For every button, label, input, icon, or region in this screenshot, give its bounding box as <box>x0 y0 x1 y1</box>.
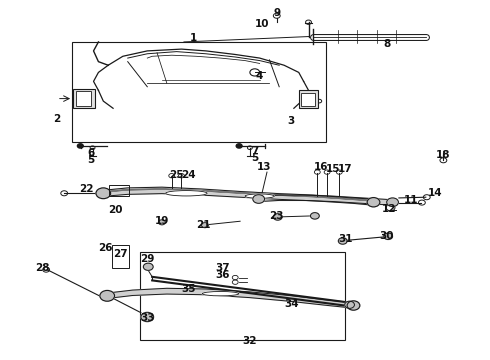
Text: 7: 7 <box>251 146 258 156</box>
Circle shape <box>384 233 392 239</box>
Ellipse shape <box>166 190 207 196</box>
Text: 8: 8 <box>383 39 391 49</box>
Circle shape <box>347 301 360 310</box>
Circle shape <box>141 312 154 321</box>
Text: 25: 25 <box>170 170 184 180</box>
Polygon shape <box>260 195 392 205</box>
Bar <box>112 244 129 268</box>
Circle shape <box>311 213 319 219</box>
Text: 33: 33 <box>140 313 154 323</box>
Circle shape <box>367 198 380 207</box>
Text: 4: 4 <box>256 71 263 81</box>
Circle shape <box>338 238 347 244</box>
Circle shape <box>387 198 398 207</box>
Text: 5: 5 <box>251 153 258 163</box>
Text: 9: 9 <box>273 8 280 18</box>
Text: 34: 34 <box>284 299 299 309</box>
Circle shape <box>96 188 111 199</box>
Bar <box>73 89 95 108</box>
Text: 5: 5 <box>87 155 95 165</box>
Text: 31: 31 <box>338 234 352 244</box>
Text: 15: 15 <box>326 164 340 174</box>
Text: 30: 30 <box>379 231 394 240</box>
Text: 19: 19 <box>155 216 169 226</box>
Text: 16: 16 <box>314 162 328 172</box>
Ellipse shape <box>202 292 239 296</box>
Text: 11: 11 <box>404 195 418 205</box>
Text: 35: 35 <box>182 284 196 294</box>
Polygon shape <box>106 187 372 205</box>
Text: 17: 17 <box>338 164 352 174</box>
Circle shape <box>201 223 208 228</box>
Text: 3: 3 <box>288 116 295 126</box>
Circle shape <box>77 144 83 148</box>
Bar <box>299 90 318 108</box>
Polygon shape <box>108 288 352 308</box>
Circle shape <box>159 220 165 225</box>
Ellipse shape <box>245 194 274 198</box>
Text: 29: 29 <box>140 254 154 264</box>
Text: 18: 18 <box>436 150 450 160</box>
Text: 20: 20 <box>108 206 123 216</box>
Text: 32: 32 <box>243 336 257 346</box>
Text: 14: 14 <box>428 188 443 198</box>
Circle shape <box>344 301 354 309</box>
Bar <box>140 252 345 339</box>
Text: 21: 21 <box>196 220 211 230</box>
Bar <box>76 91 91 106</box>
Bar <box>301 93 315 106</box>
Circle shape <box>253 195 265 203</box>
Bar <box>109 185 129 196</box>
Circle shape <box>273 214 282 220</box>
Text: 22: 22 <box>79 184 94 194</box>
Circle shape <box>100 291 115 301</box>
Circle shape <box>144 263 153 270</box>
Text: 28: 28 <box>35 263 49 273</box>
Text: 6: 6 <box>87 148 95 158</box>
Bar <box>72 42 326 142</box>
Circle shape <box>236 144 242 148</box>
Text: 24: 24 <box>181 170 196 180</box>
Text: 10: 10 <box>255 19 270 29</box>
Text: 27: 27 <box>113 248 128 258</box>
Text: 12: 12 <box>382 204 396 214</box>
Text: 13: 13 <box>257 162 272 172</box>
Text: 23: 23 <box>270 211 284 221</box>
Text: 36: 36 <box>216 270 230 280</box>
Text: 37: 37 <box>216 263 230 273</box>
Text: 2: 2 <box>53 114 60 124</box>
Text: 26: 26 <box>98 243 113 253</box>
Text: 1: 1 <box>190 33 197 43</box>
